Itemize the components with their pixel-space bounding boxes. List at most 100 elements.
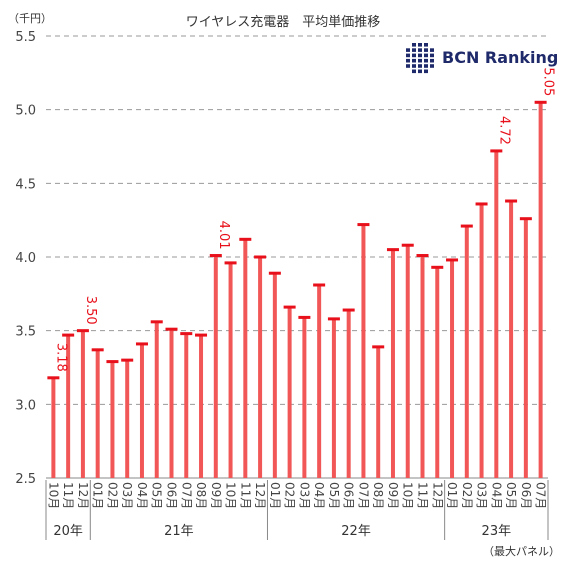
bar — [361, 224, 366, 478]
bar — [51, 377, 56, 478]
bar — [154, 321, 159, 478]
y-unit-label: （千円） — [8, 12, 52, 25]
x-tick-label: 06月 — [342, 482, 356, 509]
year-label: 20年 — [53, 524, 83, 539]
logo-dot — [424, 58, 428, 63]
bar — [80, 330, 85, 478]
bar — [66, 335, 71, 478]
y-tick-label: 4.0 — [15, 251, 36, 266]
bar-cap — [47, 376, 60, 380]
y-tick-label: 4.5 — [15, 177, 36, 192]
x-tick-label: 01月 — [445, 482, 459, 509]
bar-cap — [372, 345, 385, 349]
bar — [420, 255, 425, 478]
bar-cap — [135, 342, 148, 346]
x-tick-label: 10月 — [46, 482, 60, 509]
bar-cap — [357, 223, 370, 227]
logo-dot — [412, 58, 416, 63]
bar — [228, 262, 233, 478]
bar — [243, 239, 248, 478]
x-tick-label: 02月 — [460, 482, 474, 509]
bar-cap — [180, 332, 193, 336]
data-label: 4.01 — [216, 221, 231, 250]
bar — [169, 329, 174, 478]
bar — [302, 317, 307, 478]
bar-cap — [165, 327, 178, 331]
logo-dot — [424, 43, 428, 47]
x-tick-label: 03月 — [475, 482, 489, 509]
x-tick-label: 11月 — [61, 482, 75, 509]
bar — [110, 361, 115, 478]
logo-dot — [406, 64, 410, 68]
x-axis-labels: 10月 11月 12月 01月 02月 03月 04月 05月 06月 07月 08月 09月 10月 1… — [46, 482, 547, 509]
x-tick-label: 10月 — [401, 482, 415, 509]
logo-dot — [430, 53, 434, 58]
bar — [346, 310, 351, 478]
x-tick-label: 03月 — [297, 482, 311, 509]
y-tick-label: 2.5 — [15, 472, 36, 487]
logo-dot — [424, 48, 428, 52]
logo-dot — [418, 58, 422, 63]
x-tick-label: 09月 — [209, 482, 223, 509]
bar-cap — [268, 271, 281, 275]
bar — [494, 150, 499, 479]
bar-cap — [327, 317, 340, 321]
logo-dot — [424, 69, 428, 74]
y-tick-label: 5.0 — [15, 104, 36, 119]
bar — [184, 333, 189, 478]
bar-cap — [209, 254, 222, 258]
bar-cap — [416, 254, 429, 258]
bar-cap — [150, 320, 163, 324]
brand-text: BCN Ranking — [442, 48, 558, 67]
bar-cap — [460, 224, 473, 228]
logo-dot — [418, 69, 422, 74]
x-tick-label: 05月 — [327, 482, 341, 509]
logo-dot — [424, 53, 428, 58]
bar — [523, 218, 528, 478]
footnote: （最大パネル） — [483, 544, 560, 558]
logo-dot — [412, 69, 416, 74]
bar-cap — [283, 305, 296, 309]
logo-dot — [412, 64, 416, 68]
bar-cap — [298, 315, 311, 319]
bar-cap — [534, 100, 547, 104]
logo-dot — [430, 48, 434, 52]
logo-dot — [418, 43, 422, 47]
bar — [538, 102, 543, 479]
bar-cap — [519, 217, 532, 221]
bcn-ranking-logo — [406, 43, 434, 74]
bar-cap — [475, 202, 488, 206]
bar-cap — [121, 358, 134, 362]
year-groups: 20年 21年 22年 23年 — [45, 480, 549, 540]
bar — [390, 249, 395, 478]
bar — [258, 257, 263, 478]
bar-cap — [195, 333, 208, 337]
logo-dot — [430, 58, 434, 63]
logo-dot — [418, 48, 422, 52]
logo-dot — [424, 64, 428, 68]
logo-dot — [406, 53, 410, 58]
x-tick-label: 07月 — [534, 482, 548, 509]
bar-cap — [62, 333, 75, 337]
year-label: 22年 — [341, 524, 371, 539]
x-tick-label: 04月 — [489, 482, 503, 509]
logo-dot — [418, 64, 422, 68]
x-tick-label: 07月 — [356, 482, 370, 509]
bar-cap — [505, 199, 518, 203]
logo-dot — [412, 48, 416, 52]
x-tick-label: 12月 — [430, 482, 444, 509]
y-tick-label: 3.5 — [15, 325, 36, 340]
x-tick-label: 08月 — [371, 482, 385, 509]
bar — [199, 335, 204, 478]
chart-title: ワイヤレス充電器 平均単価推移 — [186, 14, 381, 30]
x-tick-label: 11月 — [238, 482, 252, 509]
year-label: 21年 — [164, 524, 194, 539]
x-tick-label: 06月 — [165, 482, 179, 509]
x-tick-label: 04月 — [312, 482, 326, 509]
bar — [287, 307, 292, 478]
logo-dot — [418, 53, 422, 58]
bar — [331, 318, 336, 478]
bar — [125, 360, 130, 478]
x-tick-label: 11月 — [416, 482, 430, 509]
